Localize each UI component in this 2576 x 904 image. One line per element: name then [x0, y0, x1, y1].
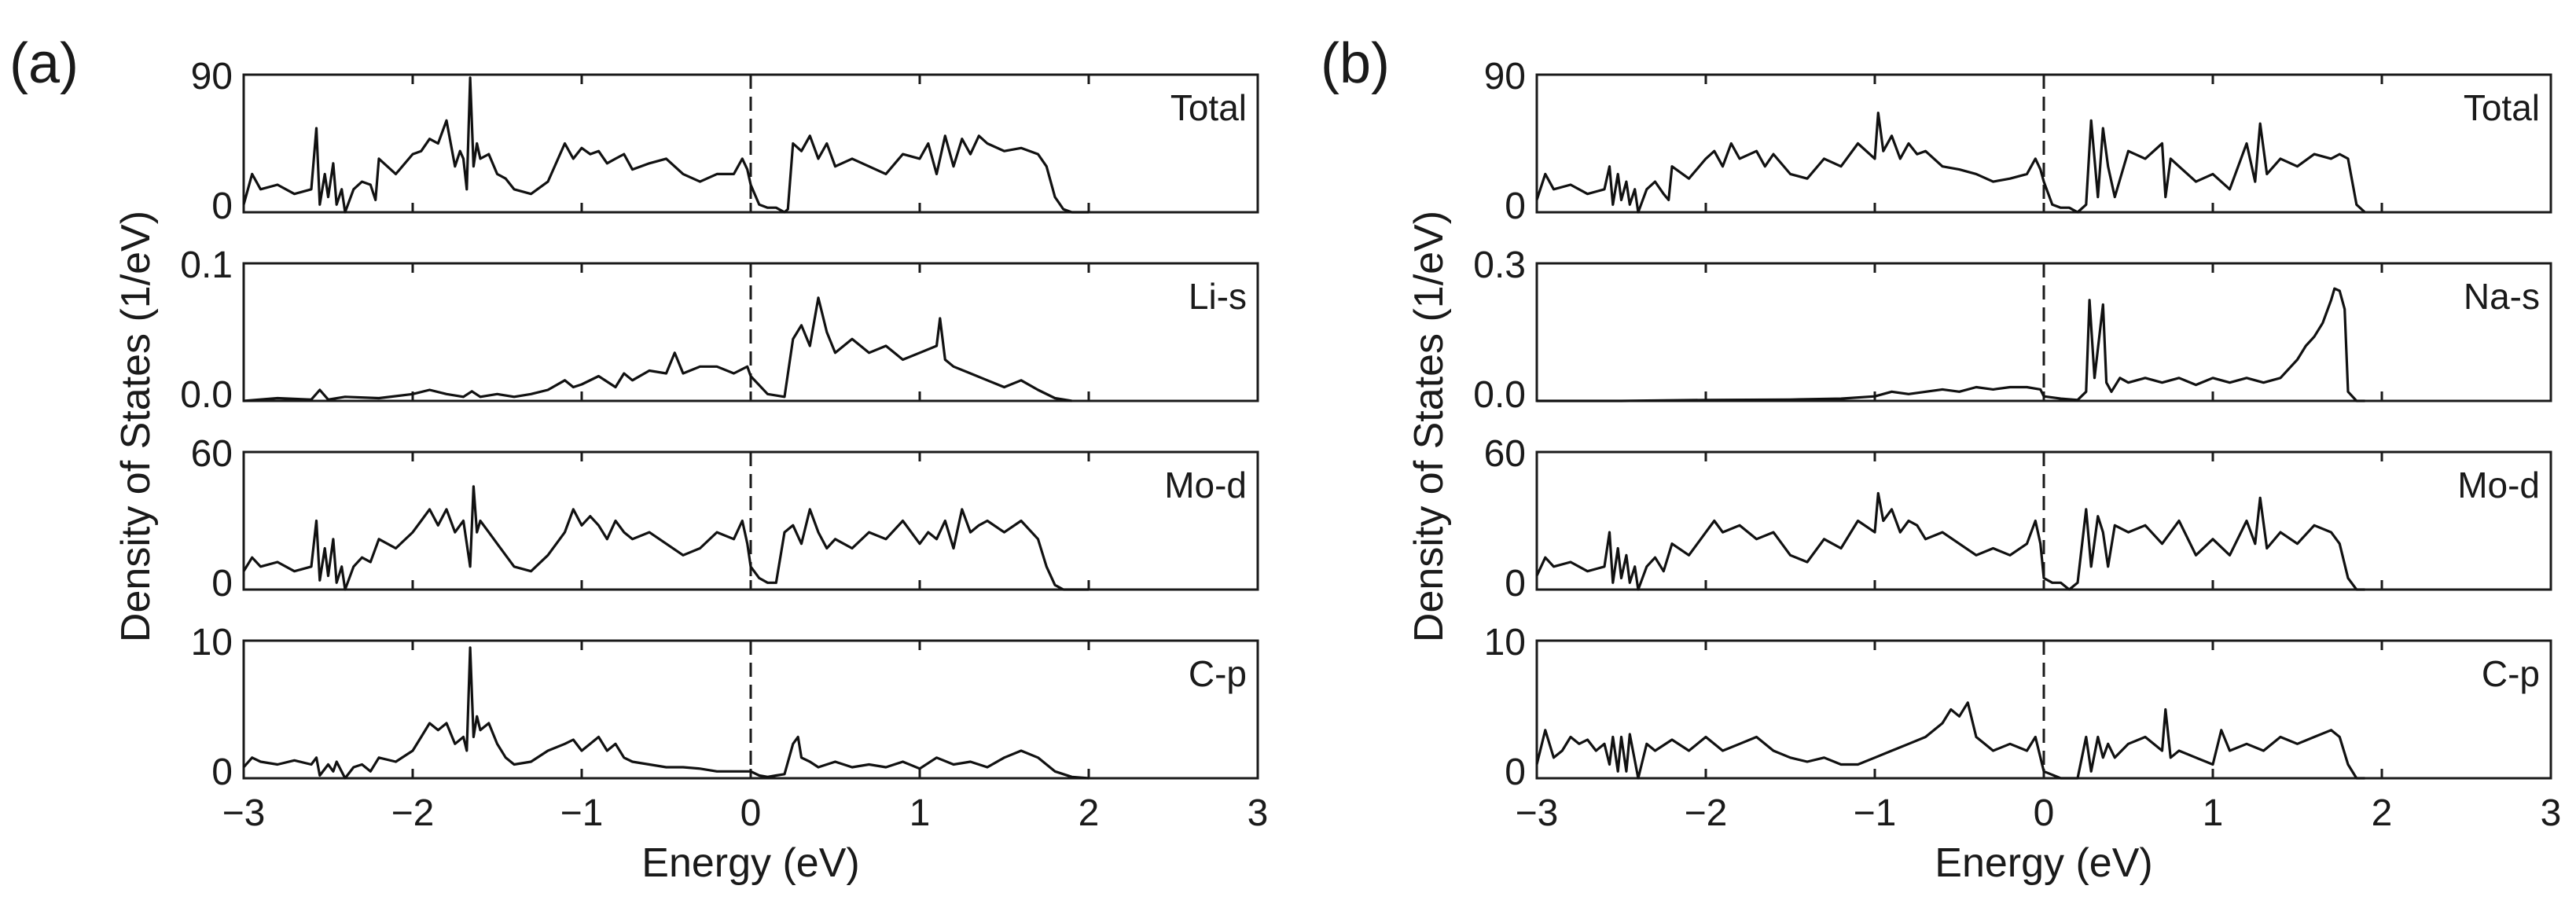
panel-a-total-dos-curve: [242, 76, 1089, 214]
panel-a-li-s-ytick-label: 0.1: [180, 244, 233, 286]
panel-b-mo-d-dos-curve: [1535, 491, 2365, 591]
panel-b-xtick-label: 3: [2541, 792, 2562, 834]
panel-b-mo-d-ytick-label: 0: [1505, 563, 1526, 605]
panel-a-mo-d-dos-curve: [242, 485, 1089, 591]
panel-b-xtick-label: 1: [2203, 792, 2224, 834]
panel-a-total-ytick-label: 0: [211, 186, 233, 227]
panel-b-c-p-dos-curve: [1535, 701, 2365, 780]
panel-b-y-axis-label: Density of States (1/eV): [1406, 211, 1452, 642]
panel-a-xtick-label: 0: [740, 792, 762, 834]
panel-a-x-axis-label: Energy (eV): [641, 840, 859, 886]
panel-a-c-p-label: C-p: [1189, 653, 1247, 694]
panel-a-xtick-label: 1: [910, 792, 931, 834]
panel-b-label: (b): [1321, 32, 1390, 95]
panel-b-c-p-label: C-p: [2482, 653, 2540, 694]
panel-a-mo-d-label: Mo-d: [1164, 465, 1247, 505]
panel-a-xtick-label: 3: [1248, 792, 1269, 834]
panel-b-c-p-ytick-label: 0: [1505, 751, 1526, 793]
panel-b-total-ytick-label: 90: [1484, 56, 1526, 97]
panel-b-na-s-dos-curve: [1537, 287, 2365, 402]
panel-b-mo-d-ytick-label: 60: [1484, 433, 1526, 475]
panel-b-na-s-ytick-label: 0.0: [1473, 374, 1526, 416]
panel-b-xtick-label: 0: [2034, 792, 2055, 834]
panel-a-li-s-ytick-label: 0.0: [180, 374, 233, 416]
panel-a-label: (a): [9, 32, 79, 95]
panel-b-x-axis-label: Energy (eV): [1935, 840, 2152, 886]
panel-a-xtick-label: −3: [222, 792, 266, 834]
panel-b-mo-d-label: Mo-d: [2457, 465, 2540, 505]
panel-a-total-ytick-label: 90: [191, 56, 233, 97]
panel-a-xtick-label: −1: [560, 792, 604, 834]
panel-b-xtick-label: 2: [2372, 792, 2393, 834]
panel-b-na-s-label: Na-s: [2464, 276, 2540, 317]
panel-a-xtick-label: −2: [391, 792, 435, 834]
panel-a-li-s-label: Li-s: [1189, 276, 1247, 317]
panel-b-na-s-ytick-label: 0.3: [1473, 244, 1526, 286]
panel-b-xtick-label: −2: [1685, 792, 1728, 834]
panel-b-xtick-label: −1: [1854, 792, 1897, 834]
panel-b-total-ytick-label: 0: [1505, 186, 1526, 227]
panel-b-xtick-label: −3: [1516, 792, 1559, 834]
panel-a-c-p-dos-curve: [242, 646, 1090, 780]
panel-a-li-s-dos-curve: [243, 296, 1072, 402]
panel-a-total-label: Total: [1170, 87, 1247, 128]
panel-b-total-label: Total: [2464, 87, 2540, 128]
panel-b-total-dos-curve: [1535, 112, 2366, 214]
panel-a-mo-d-ytick-label: 0: [211, 563, 233, 605]
panel-b-c-p-ytick-label: 10: [1484, 622, 1526, 663]
panel-a-mo-d-ytick-label: 60: [191, 433, 233, 475]
panel-a-c-p-ytick-label: 10: [191, 622, 233, 663]
panel-a-xtick-label: 2: [1079, 792, 1100, 834]
panel-a-c-p-ytick-label: 0: [211, 751, 233, 793]
panel-a-y-axis-label: Density of States (1/eV): [113, 211, 159, 642]
